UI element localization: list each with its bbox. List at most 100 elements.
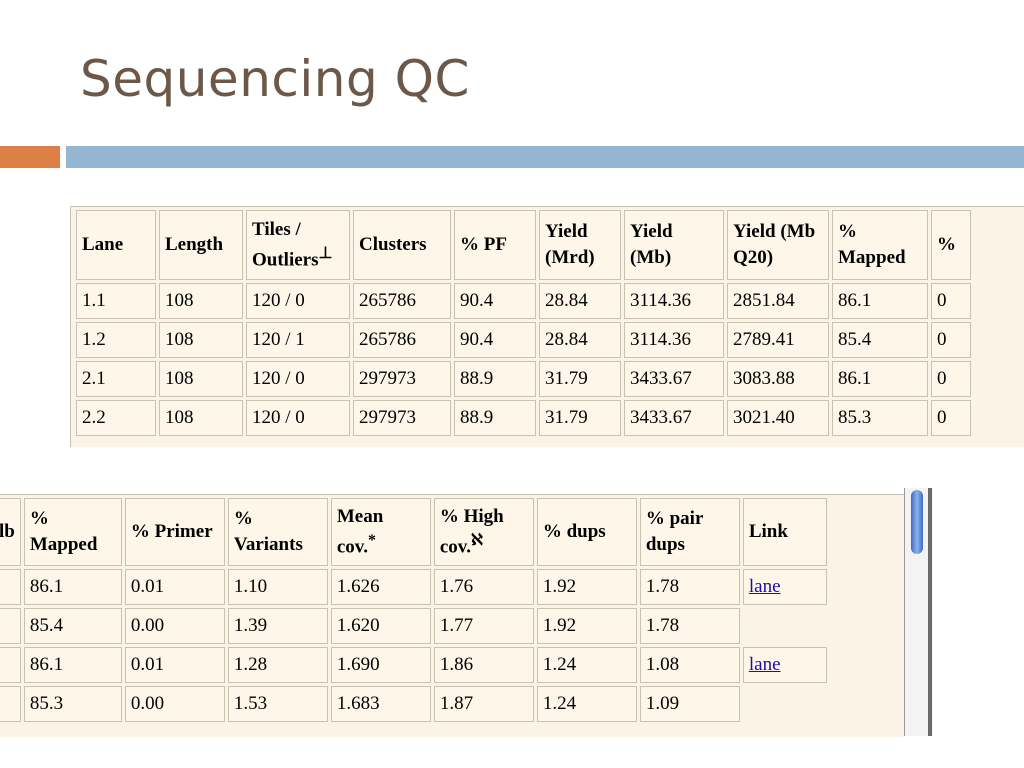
col-header-pair-dups: % pair dups xyxy=(639,498,740,566)
cell-primer: 0.00 xyxy=(124,686,225,722)
cell-high-cov: 1.76 xyxy=(433,569,534,605)
cell-mapped: 86.1 xyxy=(23,647,122,683)
cell-variants: 1.28 xyxy=(227,647,328,683)
accent-bar-blue xyxy=(66,146,1024,168)
table-row: 1.1 108 120 / 0 265786 90.4 28.84 3114.3… xyxy=(76,283,971,319)
cell-length: 108 xyxy=(159,322,243,358)
cell-mapped: 86.1 xyxy=(832,361,928,397)
col-header-dups: % dups xyxy=(536,498,637,566)
cell-yield-mb: 3114.36 xyxy=(624,283,724,319)
col-header-lane: Lane xyxy=(76,210,156,280)
col-header-prev: lb xyxy=(0,498,21,566)
cell-pf: 88.9 xyxy=(454,361,536,397)
cell-primer: 0.01 xyxy=(124,569,225,605)
col-header-mean-cov: Mean cov.* xyxy=(330,498,431,566)
col-header-tiles-outliers: Tiles / Outliers⊥ xyxy=(246,210,350,280)
table-row: 86.1 0.01 1.10 1.626 1.76 1.92 1.78 lane xyxy=(0,569,827,605)
cell-clusters: 265786 xyxy=(353,322,451,358)
cell-mapped: 85.3 xyxy=(23,686,122,722)
cell-mean-cov: 1.690 xyxy=(330,647,431,683)
mean-cov-footnote-mark: * xyxy=(368,531,376,549)
cell-yield-mb: 3433.67 xyxy=(624,361,724,397)
col-header-high-cov: % High cov.ℵ xyxy=(433,498,534,566)
qc-table-2-panel: lb % Mapped % Primer % Variants Mean cov.* … xyxy=(0,494,904,737)
col-header-mapped: % Mapped xyxy=(23,498,122,566)
cell-primer: 0.00 xyxy=(124,608,225,644)
col-header-variants: % Variants xyxy=(227,498,328,566)
cell-mapped: 85.3 xyxy=(832,400,928,436)
cell-link: lane xyxy=(742,647,827,683)
cell-lane: 2.2 xyxy=(76,400,156,436)
cell-yield-mrd: 31.79 xyxy=(539,400,621,436)
cell-prev xyxy=(0,647,21,683)
cell-pair-dups: 1.08 xyxy=(639,647,740,683)
col-header-yield-mrd: Yield (Mrd) xyxy=(539,210,621,280)
qc-table-1: Lane Length Tiles / Outliers⊥ Clusters % … xyxy=(73,207,974,439)
cell-link: lane xyxy=(742,569,827,605)
cell-pair-dups: 1.78 xyxy=(639,608,740,644)
cell-mean-cov: 1.620 xyxy=(330,608,431,644)
cell-pf: 90.4 xyxy=(454,283,536,319)
cell-clusters: 265786 xyxy=(353,283,451,319)
col-header-primer: % Primer xyxy=(124,498,225,566)
cell-yield-q20: 2851.84 xyxy=(727,283,829,319)
cell-tiles: 120 / 0 xyxy=(246,283,350,319)
cell-high-cov: 1.87 xyxy=(433,686,534,722)
slide-title: Sequencing QC xyxy=(80,50,470,108)
cell-length: 108 xyxy=(159,283,243,319)
cell-primer: 0.01 xyxy=(124,647,225,683)
cell-pair-dups: 1.09 xyxy=(639,686,740,722)
cell-tiles: 120 / 0 xyxy=(246,400,350,436)
cell-dups: 1.92 xyxy=(536,608,637,644)
table-row: 2.1 108 120 / 0 297973 88.9 31.79 3433.6… xyxy=(76,361,971,397)
cell-pair-dups: 1.78 xyxy=(639,569,740,605)
col-header-yield-q20: Yield (Mb Q20) xyxy=(727,210,829,280)
scrollbar-thumb[interactable] xyxy=(911,490,923,554)
cell-dups: 1.24 xyxy=(536,647,637,683)
cell-yield-mrd: 28.84 xyxy=(539,322,621,358)
table-row: 85.3 0.00 1.53 1.683 1.87 1.24 1.09 xyxy=(0,686,827,722)
scrollbar-edge xyxy=(928,488,932,736)
cell-lane: 2.1 xyxy=(76,361,156,397)
table-header-row: lb % Mapped % Primer % Variants Mean cov.* … xyxy=(0,498,827,566)
cell-prev xyxy=(0,686,21,722)
cell-next: 0 xyxy=(931,400,971,436)
col-header-mapped: % Mapped xyxy=(832,210,928,280)
cell-high-cov: 1.86 xyxy=(433,647,534,683)
cell-prev xyxy=(0,608,21,644)
cell-mean-cov: 1.626 xyxy=(330,569,431,605)
cell-pf: 88.9 xyxy=(454,400,536,436)
lane-link[interactable]: lane xyxy=(748,575,781,597)
cell-variants: 1.10 xyxy=(227,569,328,605)
cell-mapped: 86.1 xyxy=(832,283,928,319)
col-header-link: Link xyxy=(742,498,827,566)
table-header-row: Lane Length Tiles / Outliers⊥ Clusters % … xyxy=(76,210,971,280)
cell-clusters: 297973 xyxy=(353,361,451,397)
cell-link-empty xyxy=(743,686,827,722)
cell-yield-mrd: 31.79 xyxy=(539,361,621,397)
cell-yield-q20: 2789.41 xyxy=(727,322,829,358)
cell-next: 0 xyxy=(931,361,971,397)
accent-bar-orange xyxy=(0,146,60,168)
table-row: 86.1 0.01 1.28 1.690 1.86 1.24 1.08 lane xyxy=(0,647,827,683)
cell-length: 108 xyxy=(159,400,243,436)
col-header-length: Length xyxy=(159,210,243,280)
cell-link-empty xyxy=(743,608,827,644)
cell-yield-q20: 3021.40 xyxy=(727,400,829,436)
cell-dups: 1.92 xyxy=(536,569,637,605)
cell-variants: 1.53 xyxy=(227,686,328,722)
col-header-pf: % PF xyxy=(454,210,536,280)
outliers-footnote-mark: ⊥ xyxy=(318,244,333,262)
cell-tiles: 120 / 0 xyxy=(246,361,350,397)
lane-link[interactable]: lane xyxy=(748,653,781,675)
cell-lane: 1.2 xyxy=(76,322,156,358)
cell-prev xyxy=(0,569,21,605)
cell-clusters: 297973 xyxy=(353,400,451,436)
cell-mapped: 85.4 xyxy=(832,322,928,358)
cell-mapped: 85.4 xyxy=(23,608,122,644)
cell-variants: 1.39 xyxy=(227,608,328,644)
table-row: 85.4 0.00 1.39 1.620 1.77 1.92 1.78 xyxy=(0,608,827,644)
cell-pf: 90.4 xyxy=(454,322,536,358)
col-header-next: % xyxy=(931,210,971,280)
qc-table-2: lb % Mapped % Primer % Variants Mean cov.* … xyxy=(0,495,830,725)
